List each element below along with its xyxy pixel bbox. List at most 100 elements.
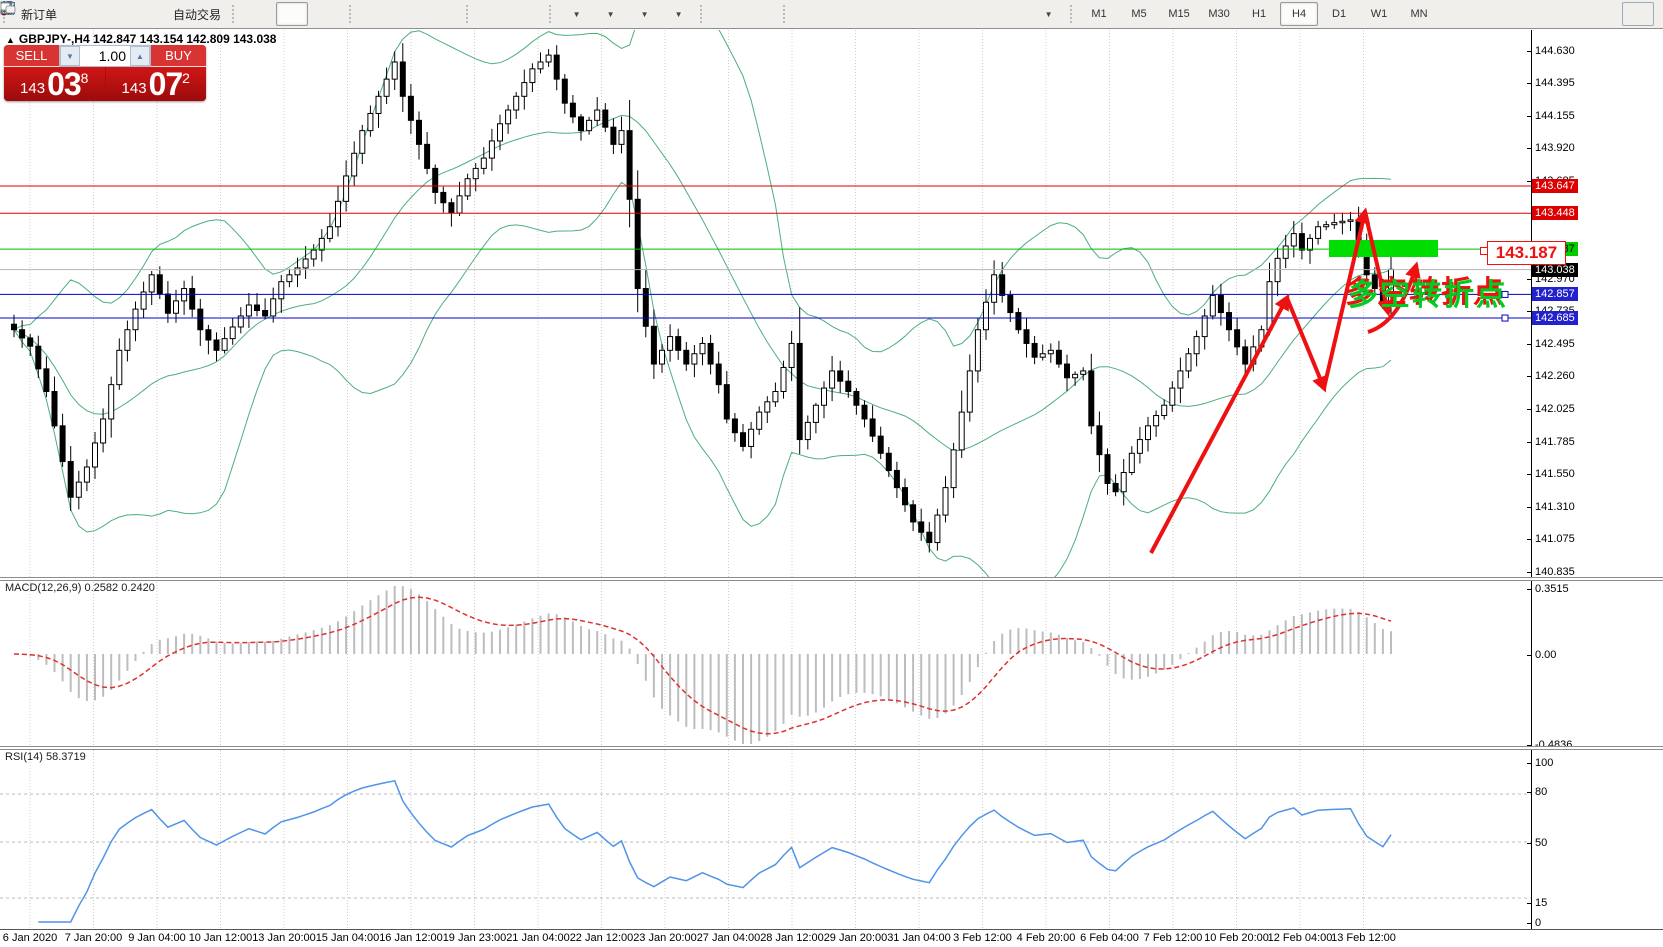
rsi-tick-mark <box>1527 792 1532 793</box>
price-tick-mark <box>1527 539 1532 541</box>
price-line-badge: 142.685 <box>1532 311 1578 326</box>
chart-canvas[interactable] <box>0 30 1531 929</box>
chart-area: ▲ GBPJPY-,H4 142.847 143.154 142.809 143.… <box>0 29 1663 947</box>
price-tick-mark <box>1527 441 1532 443</box>
tf-m15-button[interactable]: M15 <box>1168 8 1190 20</box>
chart-shift-button[interactable] <box>3 2 508 26</box>
tf-m1-button[interactable]: M1 <box>1091 8 1107 20</box>
time-tick-label: 9 Jan 04:00 <box>128 932 186 944</box>
volume-box: ▼ ▲ <box>59 45 151 67</box>
chevron-down-icon: ▼ <box>674 9 683 19</box>
search-button[interactable] <box>1 1 1620 26</box>
price-tick-label: 144.630 <box>1535 45 1575 57</box>
tf-mn-button[interactable]: MN <box>1410 8 1428 20</box>
new-order-button[interactable]: 新订单 <box>0 1 61 26</box>
time-tick-label: 10 Feb 20:00 <box>1204 932 1269 944</box>
price-callout-label[interactable]: 143.187 <box>1487 241 1566 265</box>
toolbar-group-zoom <box>1 1 463 27</box>
price-tick-mark <box>1527 311 1532 313</box>
toolbar-group-scroll <box>3 1 546 27</box>
sell-button[interactable]: SELL <box>4 45 59 67</box>
tf-d1-button[interactable]: D1 <box>1332 8 1347 20</box>
tf-m5-button[interactable]: M5 <box>1131 8 1147 20</box>
volume-up-button[interactable]: ▲ <box>130 46 150 66</box>
chat-button[interactable] <box>0 2 1654 26</box>
zoom-out-button[interactable] <box>1 1 425 26</box>
price-tick-label: 141.550 <box>1535 467 1575 480</box>
candlestick-chart-button[interactable] <box>2 1 309 26</box>
tf-h4-button[interactable]: H4 <box>1280 2 1319 26</box>
time-tick-label: 6 Jan 2020 <box>2 932 58 944</box>
line-chart-button[interactable] <box>0 2 342 26</box>
channel-button[interactable]: E <box>0 1 927 26</box>
templates-button[interactable]: ▼ <box>1 2 659 26</box>
rsi-tick-mark <box>1527 843 1532 844</box>
text-button[interactable]: A <box>4 1 995 26</box>
macd-label: MACD(12,26,9) 0.2582 0.2420 <box>5 582 155 594</box>
trendline-button[interactable] <box>1 1 893 26</box>
time-tick-label: 6 Feb 04:00 <box>1080 932 1139 944</box>
chevron-down-icon: ▼ <box>572 9 581 19</box>
market-depth-button[interactable] <box>1 2 95 26</box>
tile-windows-button[interactable] <box>1 2 459 26</box>
indicators-button[interactable]: ▼ <box>1 2 693 26</box>
turning-point-annotation: 多空转折点 <box>1348 279 1508 312</box>
fibonacci-button[interactable]: F <box>2 2 961 26</box>
toolbar-group-objects: EFAT▼ <box>0 1 1067 27</box>
toolbar-group-timeframes: M1 M5 M15 M30 H1 H4 D1 W1 MN <box>1067 1 1442 27</box>
time-tick-label: 7 Feb 12:00 <box>1143 932 1203 944</box>
volume-down-button[interactable]: ▼ <box>60 46 80 66</box>
price-tick-label: 142.025 <box>1535 402 1575 415</box>
periods-button[interactable]: ▼ <box>1 1 625 26</box>
bars-chart-button[interactable] <box>1 2 274 26</box>
vertical-line-button[interactable] <box>7 2 825 26</box>
toolbar-group-chart-tools: ▼ ▼ ▼ ▼ <box>1 1 697 27</box>
new-chart-button[interactable]: ▼ <box>1 2 591 26</box>
rsi-tick-mark <box>1527 923 1532 924</box>
rsi-tick-mark <box>1527 903 1532 904</box>
time-tick-label: 16 Jan 12:00 <box>379 932 443 944</box>
horizontal-line-button[interactable] <box>2 2 859 26</box>
price-tick-label: 141.785 <box>1535 435 1575 448</box>
price-tick-label: 143.920 <box>1535 142 1575 155</box>
macd-tick-mark <box>1527 745 1532 746</box>
window-expand-icon[interactable]: ▲ <box>6 35 15 45</box>
price-tick-label: 142.495 <box>1535 338 1575 351</box>
volume-input[interactable] <box>80 46 130 66</box>
buy-price[interactable]: 143 07 2 <box>105 66 206 101</box>
pane-divider-macd[interactable] <box>0 577 1663 581</box>
arrows-button[interactable]: ▼ <box>3 2 1063 26</box>
buy-button[interactable]: BUY <box>151 45 206 67</box>
time-tick-label: 3 Feb 12:00 <box>953 932 1012 944</box>
price-tick-mark <box>1527 148 1532 150</box>
pane-divider-rsi[interactable] <box>0 746 1663 750</box>
price-tick-label: 144.155 <box>1535 110 1575 123</box>
macd-tick-mark <box>1527 655 1532 656</box>
tf-m30-button[interactable]: M30 <box>1208 8 1230 20</box>
sell-price[interactable]: 143 03 8 <box>4 66 105 101</box>
price-tick-mark <box>1527 344 1532 346</box>
text-label-button[interactable]: T <box>1 2 1029 26</box>
zoom-in-button[interactable] <box>1 1 391 26</box>
tf-h1-button[interactable]: H1 <box>1252 8 1267 20</box>
toolbar-group-chart-type <box>0 1 346 27</box>
time-tick-label: 13 Jan 20:00 <box>252 932 316 944</box>
time-tick-label: 21 Jan 04:00 <box>506 932 570 944</box>
price-tick-label: 140.835 <box>1535 566 1575 579</box>
community-button[interactable] <box>1 1 163 26</box>
time-tick-label: 10 Jan 12:00 <box>188 932 253 944</box>
toolbar-group-trade: 新订单 自动交易 <box>0 1 229 27</box>
tf-w1-button[interactable]: W1 <box>1370 8 1388 20</box>
time-axis[interactable]: 6 Jan 2020 7 Jan 20:00 9 Jan 04:00 10 Jan 1… <box>0 931 1663 947</box>
chart-window-button[interactable] <box>1 2 129 26</box>
cursor-button[interactable] <box>4 1 742 26</box>
price-axis[interactable]: 144.630144.395144.155143.920143.685142.9… <box>1527 30 1663 929</box>
macd-tick-label: 0.3515 <box>1535 583 1569 595</box>
chevron-down-icon: ▼ <box>606 9 615 19</box>
crosshair-button[interactable] <box>1 1 776 26</box>
price-tick-mark <box>1527 51 1532 52</box>
autotrading-button[interactable]: 自动交易 <box>0 1 225 26</box>
auto-scroll-button[interactable] <box>3 2 542 26</box>
